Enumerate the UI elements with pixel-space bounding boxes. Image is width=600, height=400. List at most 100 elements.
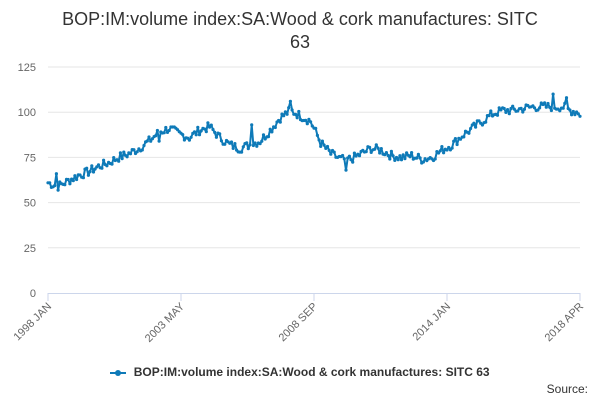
data-point	[519, 106, 523, 110]
data-point	[408, 155, 412, 159]
data-point	[320, 139, 324, 143]
data-point	[558, 109, 562, 113]
data-point	[388, 157, 392, 161]
data-point	[391, 154, 395, 158]
data-point	[128, 152, 133, 156]
data-point	[209, 123, 213, 127]
data-point	[447, 145, 451, 150]
data-point	[405, 151, 409, 155]
data-point	[327, 148, 331, 152]
data-point	[551, 92, 555, 96]
y-tick-label-75: 75	[24, 152, 36, 164]
data-point	[317, 138, 321, 142]
data-point	[357, 154, 362, 158]
data-point	[521, 110, 525, 114]
data-point	[396, 158, 400, 162]
data-point	[546, 101, 550, 106]
data-point	[167, 128, 171, 133]
data-point	[154, 134, 158, 138]
data-point	[290, 108, 294, 112]
x-tick-label-1: 2003 MAY	[143, 300, 188, 345]
data-point	[110, 162, 114, 166]
data-point	[295, 116, 299, 120]
data-point	[229, 140, 234, 144]
data-point	[378, 151, 382, 155]
data-point	[71, 179, 75, 183]
data-point	[578, 114, 582, 118]
data-point	[373, 147, 377, 151]
chart-title-line-2: 63	[289, 32, 311, 52]
data-point	[117, 159, 121, 163]
data-point	[157, 139, 161, 143]
data-point	[394, 155, 399, 160]
data-point	[81, 176, 85, 180]
data-point	[452, 139, 456, 143]
data-point	[270, 130, 274, 134]
data-point	[403, 157, 407, 161]
data-point	[307, 117, 311, 121]
data-point	[266, 135, 271, 139]
data-point	[495, 113, 500, 117]
data-point	[85, 166, 89, 170]
data-point	[122, 150, 126, 154]
data-point	[442, 151, 446, 155]
data-point	[54, 172, 59, 176]
data-point	[347, 154, 351, 158]
data-point	[102, 158, 106, 162]
data-point	[187, 138, 191, 142]
data-point	[309, 120, 313, 124]
data-point	[118, 151, 122, 155]
data-point	[214, 135, 218, 139]
data-point	[48, 181, 52, 185]
legend[interactable]: BOP:IM:volume index:SA:Wood & cork manuf…	[0, 364, 600, 380]
data-point	[418, 156, 422, 160]
data-point	[512, 107, 516, 111]
data-point	[147, 135, 151, 139]
data-point	[53, 184, 57, 188]
data-point	[88, 169, 92, 174]
data-point	[100, 166, 104, 170]
x-tick-label-4: 2018 APR	[543, 301, 587, 345]
data-point	[250, 123, 254, 127]
data-point	[319, 144, 323, 148]
chart-title-line-1: BOP:IM:volume index:SA:Wood & cork manuf…	[62, 9, 538, 29]
data-point	[368, 145, 372, 149]
data-point	[278, 120, 282, 124]
data-point	[516, 109, 520, 113]
data-point	[543, 101, 547, 105]
data-point	[282, 114, 286, 118]
data-point	[568, 108, 572, 112]
data-point	[573, 113, 577, 117]
data-point	[455, 142, 459, 147]
data-point	[469, 126, 473, 131]
source-label: Source:	[546, 382, 588, 396]
data-point	[379, 147, 383, 151]
data-point	[293, 112, 298, 116]
data-point	[364, 150, 368, 154]
data-point	[197, 133, 202, 137]
data-point	[502, 106, 506, 111]
data-point	[398, 154, 402, 158]
data-point	[246, 147, 250, 151]
data-point	[125, 155, 129, 159]
data-point	[305, 122, 309, 126]
data-point	[332, 150, 336, 154]
data-point	[149, 139, 153, 143]
data-point	[571, 109, 575, 114]
data-point	[260, 139, 264, 143]
data-point	[511, 104, 515, 108]
x-tick-label-0: 1998 JAN	[11, 301, 54, 344]
data-point	[135, 150, 139, 154]
data-point	[538, 106, 542, 110]
y-tick-label-50: 50	[24, 198, 36, 210]
data-point	[376, 146, 380, 150]
data-point	[91, 170, 96, 174]
data-point	[73, 174, 77, 178]
data-point	[401, 153, 405, 157]
data-point	[462, 135, 466, 139]
data-point	[68, 182, 72, 186]
data-point	[255, 144, 259, 148]
data-point	[344, 168, 348, 172]
data-point	[472, 121, 476, 125]
